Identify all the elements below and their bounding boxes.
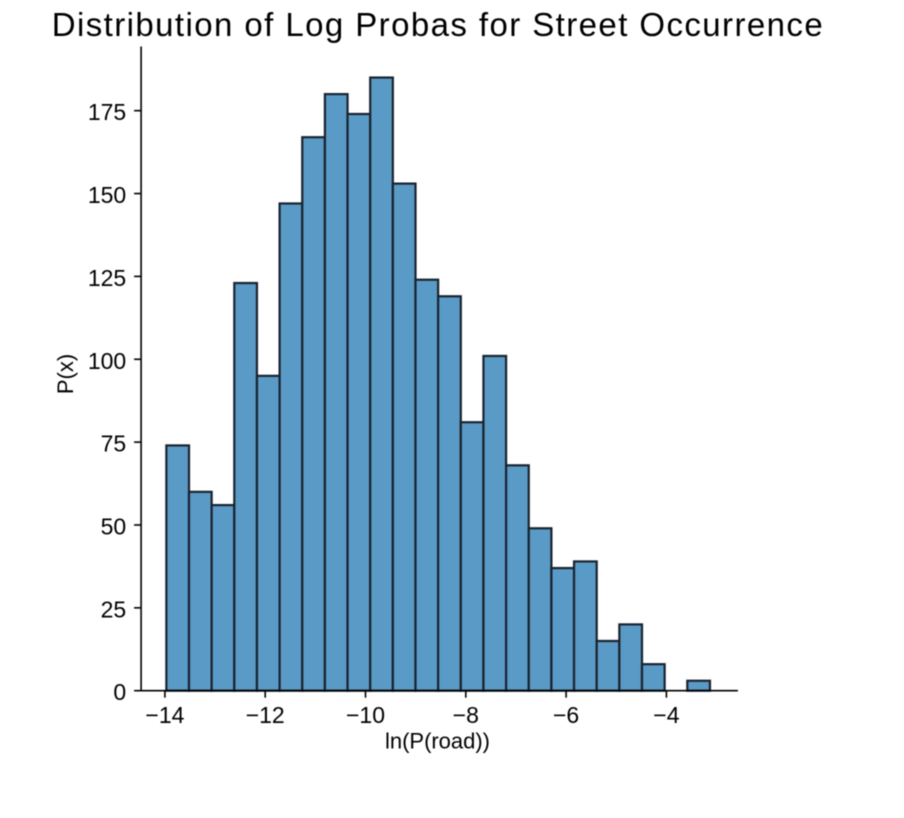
svg-text:−12: −12 — [246, 702, 285, 728]
svg-text:125: 125 — [88, 265, 126, 291]
svg-text:ln(P(road)): ln(P(road)) — [385, 729, 490, 754]
svg-text:75: 75 — [101, 431, 127, 457]
svg-text:−8: −8 — [453, 702, 479, 728]
svg-text:−14: −14 — [145, 702, 184, 728]
svg-text:−4: −4 — [653, 702, 679, 728]
svg-text:−10: −10 — [346, 702, 385, 728]
svg-text:−6: −6 — [553, 702, 579, 728]
svg-text:175: 175 — [88, 99, 126, 125]
svg-text:100: 100 — [88, 348, 126, 374]
svg-text:150: 150 — [88, 182, 126, 208]
svg-text:50: 50 — [101, 513, 127, 539]
svg-text:25: 25 — [101, 596, 127, 622]
svg-text:Distribution of Log Probas for: Distribution of Log Probas for Street Oc… — [52, 6, 823, 43]
svg-text:0: 0 — [113, 679, 126, 705]
svg-text:P(x): P(x) — [53, 354, 78, 394]
